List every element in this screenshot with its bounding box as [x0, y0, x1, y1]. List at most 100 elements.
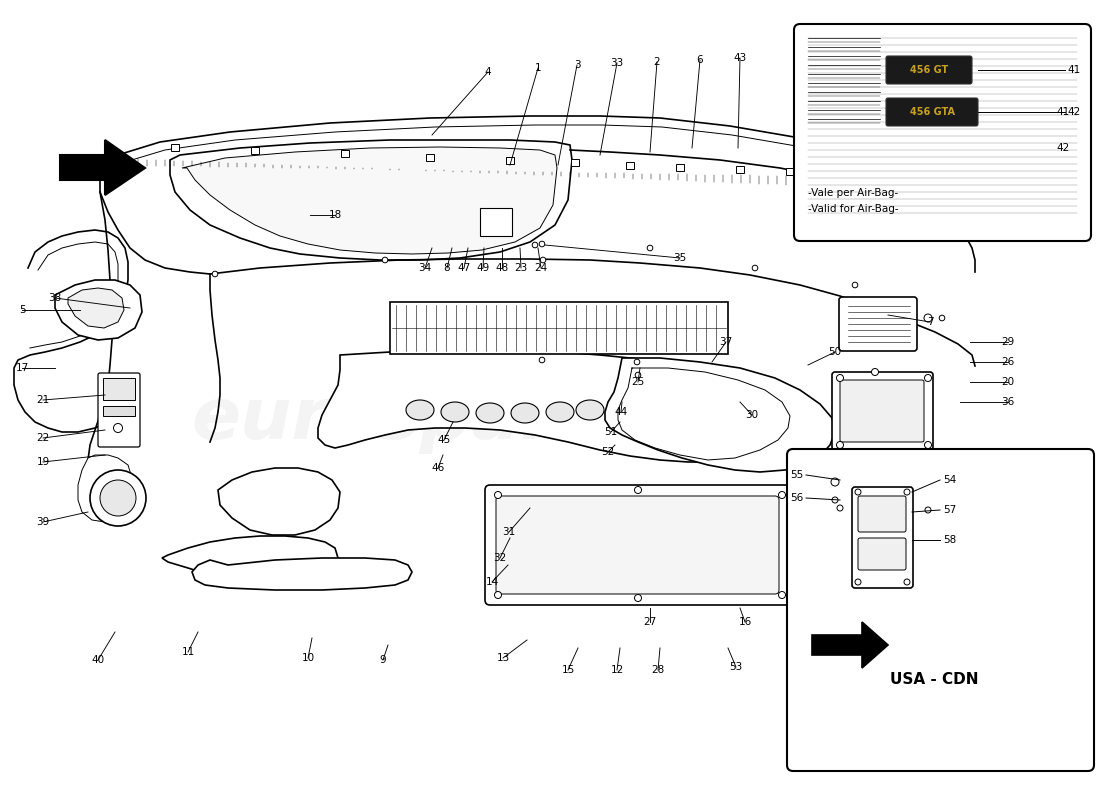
Circle shape [904, 489, 910, 495]
Text: 22: 22 [36, 433, 50, 443]
Text: 15: 15 [561, 665, 574, 675]
Bar [626, 162, 634, 169]
Text: 42: 42 [1067, 107, 1080, 117]
Circle shape [779, 591, 785, 598]
FancyBboxPatch shape [832, 372, 933, 450]
Polygon shape [162, 536, 338, 582]
FancyBboxPatch shape [98, 373, 140, 447]
Text: 35: 35 [673, 253, 686, 263]
Text: 1: 1 [535, 63, 541, 73]
Polygon shape [605, 358, 835, 472]
Circle shape [635, 594, 641, 602]
Text: 23: 23 [515, 263, 528, 273]
Circle shape [836, 374, 844, 382]
Circle shape [635, 372, 641, 378]
Text: 24: 24 [535, 263, 548, 273]
Bar [103, 378, 135, 400]
Text: 17: 17 [15, 363, 29, 373]
FancyBboxPatch shape [858, 538, 906, 570]
Text: 4: 4 [485, 67, 492, 77]
Text: 21: 21 [36, 395, 50, 405]
Polygon shape [68, 288, 124, 328]
Text: 13: 13 [496, 653, 509, 663]
Circle shape [90, 470, 146, 526]
FancyBboxPatch shape [858, 496, 906, 532]
Polygon shape [60, 140, 145, 195]
Text: 10: 10 [301, 653, 315, 663]
Bar [676, 163, 684, 170]
Circle shape [924, 442, 932, 449]
Text: 40: 40 [91, 655, 104, 665]
Ellipse shape [406, 400, 434, 420]
Ellipse shape [576, 400, 604, 420]
Circle shape [836, 442, 844, 449]
Text: 57: 57 [943, 505, 956, 515]
Circle shape [382, 258, 388, 262]
Circle shape [925, 507, 931, 513]
Polygon shape [55, 280, 142, 340]
Text: 38: 38 [48, 293, 62, 303]
FancyBboxPatch shape [886, 56, 972, 84]
Bar [836, 170, 844, 177]
Text: 33: 33 [610, 58, 624, 68]
Text: 48: 48 [495, 263, 508, 273]
FancyBboxPatch shape [852, 487, 913, 588]
FancyBboxPatch shape [496, 496, 779, 594]
Text: 32: 32 [494, 553, 507, 563]
Circle shape [100, 480, 136, 516]
Polygon shape [318, 350, 782, 462]
Text: 31: 31 [503, 527, 516, 537]
Circle shape [924, 374, 932, 382]
Text: 28: 28 [651, 665, 664, 675]
Circle shape [495, 491, 502, 498]
Text: 44: 44 [615, 407, 628, 417]
Text: 47: 47 [458, 263, 471, 273]
Text: 20: 20 [1001, 377, 1014, 387]
Bar [506, 157, 514, 164]
Text: 9: 9 [379, 655, 386, 665]
Text: eurospares: eurospares [191, 386, 648, 454]
Text: 18: 18 [329, 210, 342, 220]
Text: 3: 3 [574, 60, 581, 70]
Polygon shape [192, 558, 412, 590]
Circle shape [635, 486, 641, 494]
Text: 456 GTA: 456 GTA [910, 107, 955, 117]
FancyBboxPatch shape [786, 449, 1094, 771]
Text: 456 GT: 456 GT [910, 65, 948, 75]
Bar [736, 166, 744, 173]
Text: 19: 19 [36, 457, 50, 467]
Ellipse shape [476, 403, 504, 423]
Circle shape [939, 315, 945, 321]
Bar [170, 144, 179, 150]
Text: 50: 50 [828, 347, 842, 357]
Polygon shape [170, 140, 572, 260]
FancyBboxPatch shape [485, 485, 790, 605]
Polygon shape [78, 455, 132, 522]
Text: 41: 41 [1056, 107, 1069, 117]
Circle shape [832, 497, 838, 503]
Circle shape [830, 478, 839, 486]
Bar [341, 150, 349, 158]
Bar [480, 208, 512, 236]
Bar [103, 406, 135, 416]
Text: 41: 41 [1067, 65, 1080, 75]
Text: 49: 49 [476, 263, 490, 273]
Text: 30: 30 [746, 410, 759, 420]
Text: 36: 36 [1001, 397, 1014, 407]
Text: 58: 58 [943, 535, 956, 545]
Text: 2: 2 [653, 57, 660, 67]
Polygon shape [218, 468, 340, 535]
Circle shape [647, 245, 652, 250]
Text: USA - CDN: USA - CDN [890, 673, 979, 687]
Text: 6: 6 [696, 55, 703, 65]
Text: 37: 37 [719, 337, 733, 347]
Circle shape [871, 369, 879, 375]
Circle shape [779, 491, 785, 498]
Circle shape [855, 489, 861, 495]
Text: 16: 16 [738, 617, 751, 627]
Bar [571, 159, 579, 166]
Text: 26: 26 [1001, 357, 1014, 367]
Circle shape [752, 266, 758, 270]
Text: 52: 52 [602, 447, 615, 457]
Circle shape [904, 579, 910, 585]
